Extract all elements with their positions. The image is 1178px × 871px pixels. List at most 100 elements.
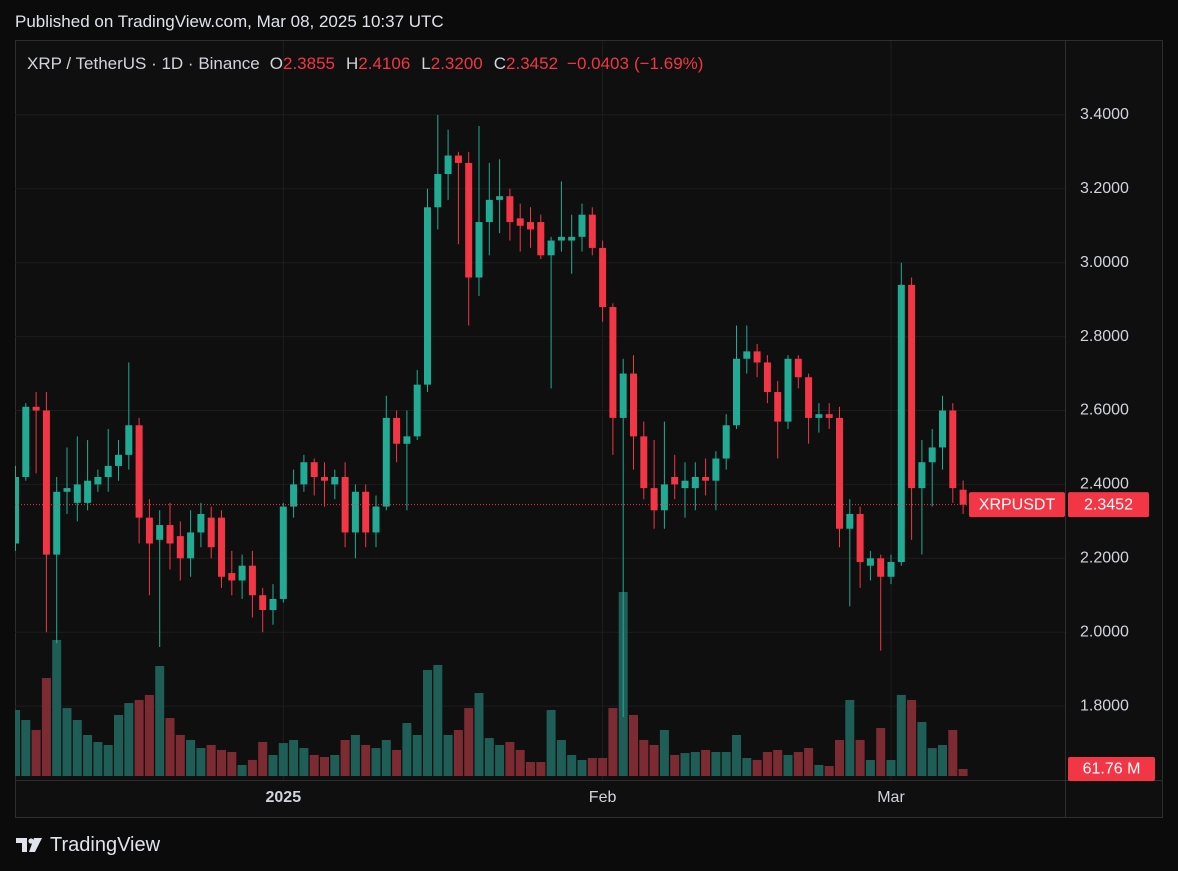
candle-body xyxy=(599,247,607,308)
legend-value: 2.3452 xyxy=(506,54,559,73)
volume-bar xyxy=(598,758,608,776)
candle-body xyxy=(145,517,153,544)
x-tick-label: 2025 xyxy=(266,789,302,806)
volume-bar xyxy=(453,729,463,776)
volume-bar xyxy=(680,753,690,776)
candle-body xyxy=(393,417,401,444)
candle-body xyxy=(660,484,668,511)
volume-bar xyxy=(495,744,505,776)
volume-bar xyxy=(927,748,937,776)
legend-change-pct: (−1.69%) xyxy=(633,54,704,73)
candle-body xyxy=(115,454,122,466)
candle-body xyxy=(856,513,864,562)
candle-body xyxy=(959,489,967,505)
volume-bar xyxy=(659,729,669,776)
candle-body xyxy=(794,358,802,378)
volume-bar xyxy=(186,739,196,776)
candle-body xyxy=(269,598,277,611)
candle-body xyxy=(310,462,318,478)
volume-bar xyxy=(948,729,958,776)
volume-bar xyxy=(134,699,144,776)
candle-body xyxy=(908,284,916,489)
candle-body xyxy=(22,406,30,478)
candle-body xyxy=(547,240,555,256)
volume-bar xyxy=(515,749,525,776)
volume-tag xyxy=(1068,756,1155,781)
volume-bar xyxy=(93,742,103,776)
candle-body xyxy=(444,155,452,175)
candle-body xyxy=(691,477,699,489)
volume-bar xyxy=(649,744,659,776)
volume-bar xyxy=(15,709,20,776)
volume-bar xyxy=(855,739,865,776)
candle-body xyxy=(702,477,710,481)
candle-body xyxy=(681,480,689,489)
volume-bar xyxy=(196,748,206,776)
candle-body xyxy=(753,351,761,363)
y-tick-label: 2.4000 xyxy=(1080,476,1129,493)
y-tick-label: 3.4000 xyxy=(1080,106,1129,123)
chart-panel xyxy=(15,40,1163,818)
candle-body xyxy=(125,425,133,455)
candle-body xyxy=(496,196,504,200)
candle-body xyxy=(527,222,534,230)
candle-layer xyxy=(15,114,967,718)
y-tick-label: 2.0000 xyxy=(1080,623,1129,640)
logo-mark xyxy=(28,838,34,844)
volume-bar xyxy=(31,729,41,776)
candle-body xyxy=(877,558,885,577)
volume-bar xyxy=(938,744,947,776)
volume-bar xyxy=(72,719,82,776)
candle-body xyxy=(207,517,215,548)
candle-body xyxy=(557,236,565,241)
volume-bar xyxy=(958,768,968,776)
volume-bar xyxy=(835,739,844,776)
volume-bar xyxy=(546,709,556,776)
logo-mark xyxy=(16,838,27,852)
candle-body xyxy=(805,377,813,418)
candle-body xyxy=(588,214,596,248)
volume-bar xyxy=(206,744,216,776)
candle-body xyxy=(197,513,205,533)
candle-body xyxy=(362,491,370,533)
candle-body xyxy=(846,513,854,529)
candle-body xyxy=(928,447,936,463)
volume-bar xyxy=(608,708,618,776)
candle-body xyxy=(722,425,730,459)
volume-bar xyxy=(299,748,309,776)
y-tick-label: 3.0000 xyxy=(1080,254,1129,271)
x-tick-label: Feb xyxy=(589,789,617,806)
candle-body xyxy=(331,477,339,485)
candle-body xyxy=(485,199,493,223)
volume-bar xyxy=(917,722,927,776)
legend-key: L xyxy=(421,54,431,73)
candle-body xyxy=(413,384,421,437)
candle-body xyxy=(537,222,545,256)
volume-bar xyxy=(752,759,762,776)
candle-body xyxy=(454,155,462,163)
volume-bar xyxy=(824,765,834,776)
volume-bar xyxy=(227,752,237,776)
y-tick-label: 1.8000 xyxy=(1080,697,1129,714)
volume-bar xyxy=(464,708,474,776)
candle-body xyxy=(640,436,648,489)
volume-bar xyxy=(144,694,154,776)
candle-body xyxy=(609,307,617,418)
volume-bar xyxy=(773,749,783,776)
candle-body xyxy=(671,477,679,485)
candle-body xyxy=(259,595,267,611)
volume-layer xyxy=(15,592,968,776)
legend-key: H xyxy=(346,54,359,73)
candle-body xyxy=(73,484,81,503)
volume-bar xyxy=(175,734,185,776)
volume-bar xyxy=(423,669,432,776)
volume-bar xyxy=(392,749,402,776)
volume-bar xyxy=(361,744,371,776)
volume-bar xyxy=(340,739,350,776)
volume-bar xyxy=(484,738,494,776)
volume-bar xyxy=(155,665,165,776)
candle-body xyxy=(825,414,833,418)
volume-bar xyxy=(247,759,257,776)
candle-body xyxy=(918,462,926,489)
